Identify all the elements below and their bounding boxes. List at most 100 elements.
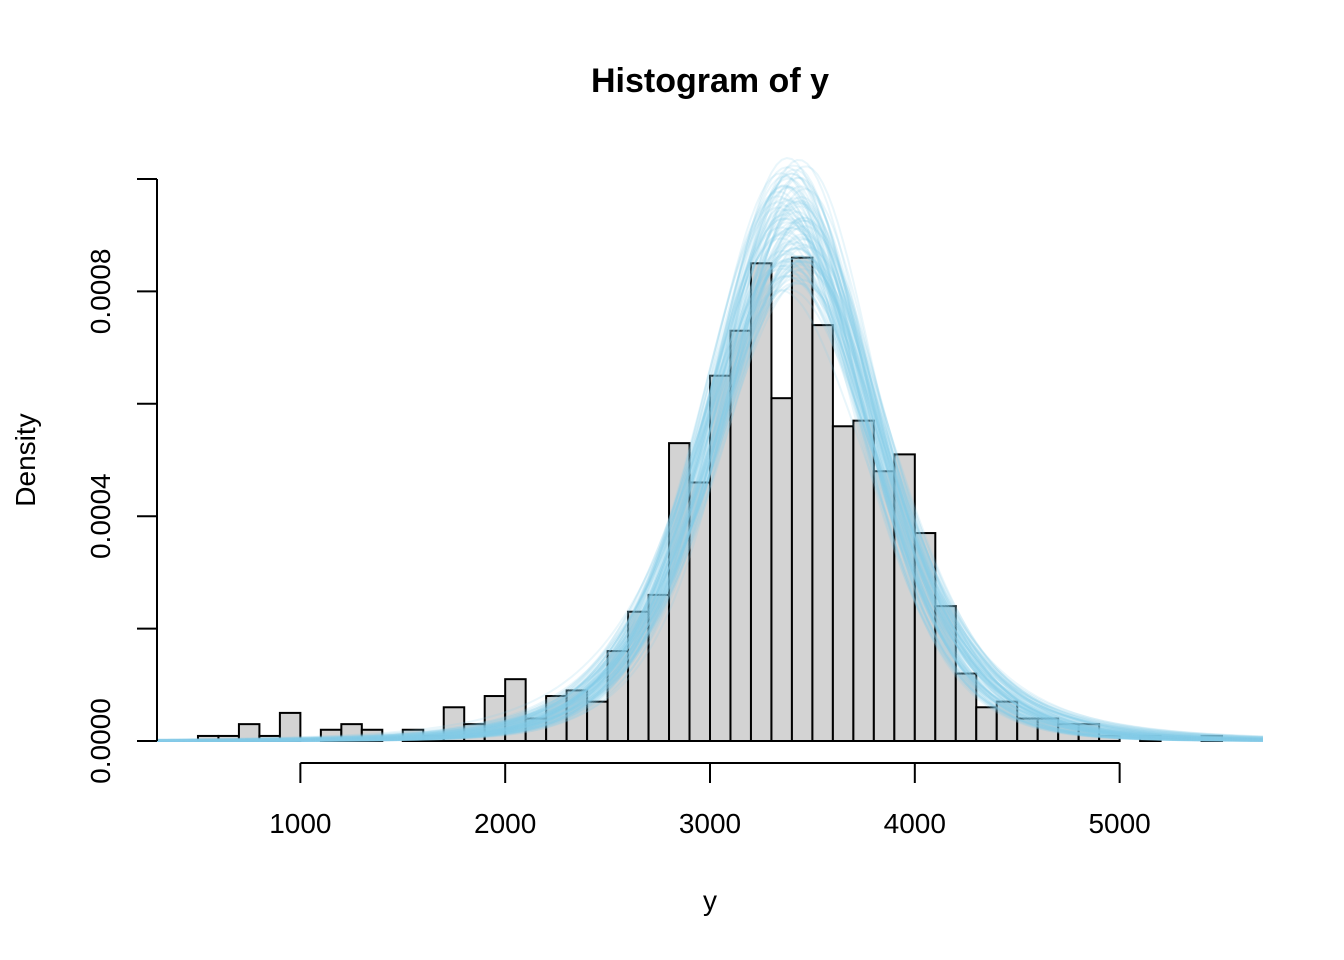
histogram-bar [1139, 734, 1162, 743]
density-curve [157, 177, 1263, 742]
density-curve [157, 212, 1263, 742]
density-curve [157, 276, 1264, 742]
density-curve [156, 267, 1263, 742]
density-curve [157, 165, 1264, 742]
density-curve [157, 267, 1264, 742]
density-curve [157, 259, 1264, 742]
density-curve [157, 247, 1264, 742]
x-tick-label: 2000 [474, 808, 536, 839]
density-curve [157, 218, 1263, 742]
histogram-bar [770, 397, 793, 742]
density-curve [157, 259, 1264, 741]
density-curve [157, 217, 1263, 742]
x-tick-label: 5000 [1088, 808, 1150, 839]
density-curve [157, 184, 1263, 742]
density-curve [157, 200, 1263, 742]
histogram-bars [196, 256, 1224, 743]
density-curve [157, 227, 1264, 742]
density-curve [157, 208, 1263, 742]
density-curve [157, 269, 1264, 741]
histogram-bar [790, 256, 814, 742]
density-curve [157, 176, 1264, 742]
density-curve [157, 263, 1264, 742]
density-curve [157, 255, 1264, 742]
histogram-bar [975, 706, 998, 743]
density-curve [157, 261, 1264, 742]
density-curve [157, 264, 1264, 742]
y-tick-label: 0.0004 [85, 473, 116, 559]
density-curve [156, 206, 1264, 742]
density-curve [157, 273, 1264, 742]
x-tick-label: 3000 [679, 808, 741, 839]
histogram-bar [811, 324, 834, 742]
density-curve [157, 260, 1264, 742]
density-curve [157, 201, 1264, 742]
density-curve [157, 233, 1264, 742]
density-curve [157, 221, 1264, 742]
density-curve [157, 278, 1264, 741]
y-tick-label: 0.0000 [85, 698, 116, 784]
density-curve [157, 246, 1263, 742]
density-curve [157, 219, 1264, 742]
histogram-bar [1077, 723, 1101, 743]
density-curve [157, 217, 1264, 742]
histogram-bar [504, 678, 527, 742]
density-curve [157, 221, 1264, 742]
density-curve [157, 197, 1264, 742]
density-curve [157, 204, 1263, 742]
density-curve [157, 247, 1264, 742]
histogram-bar [278, 711, 302, 743]
density-curve [157, 227, 1263, 742]
density-curve [157, 202, 1263, 742]
density-curve [156, 274, 1263, 742]
density-curve [157, 233, 1264, 742]
density-curve [157, 168, 1263, 742]
density-curve [157, 226, 1264, 742]
density-curve [157, 219, 1264, 742]
density-curve [157, 275, 1264, 742]
density-curve [156, 195, 1264, 742]
density-curve [157, 164, 1263, 742]
density-curve [156, 224, 1264, 742]
density-curve [157, 249, 1264, 742]
density-curve [156, 185, 1264, 742]
density-curve [157, 166, 1263, 742]
density-curve [157, 281, 1264, 742]
density-curve [157, 199, 1264, 742]
density-curve [156, 240, 1263, 742]
density-curve [157, 197, 1263, 742]
density-curve [157, 237, 1264, 742]
density-curve [157, 231, 1263, 742]
density-curve [157, 188, 1263, 742]
x-axis-label: y [703, 885, 717, 916]
density-curve [157, 205, 1264, 742]
density-curve [157, 184, 1263, 742]
density-curve [157, 238, 1264, 741]
density-curve [157, 185, 1263, 742]
histogram-bar [360, 728, 384, 743]
density-curve [157, 235, 1264, 741]
density-curve [157, 201, 1263, 742]
density-curve [157, 254, 1264, 742]
x-tick-label: 1000 [269, 808, 331, 839]
density-curve [157, 241, 1264, 742]
density-curve [157, 210, 1264, 742]
y-axis-label: Density [10, 413, 41, 506]
density-curve [157, 176, 1264, 742]
histogram-bar [1200, 734, 1224, 743]
histogram-bar [237, 723, 261, 743]
density-curve [157, 237, 1264, 742]
density-curve [157, 243, 1264, 742]
density-curve [156, 242, 1263, 742]
density-curve [157, 225, 1264, 742]
density-curve [157, 282, 1264, 742]
density-curve [157, 195, 1263, 742]
density-curve [157, 226, 1264, 742]
x-tick-label: 4000 [884, 808, 946, 839]
density-curve [157, 252, 1264, 742]
y-tick-label: 0.0008 [85, 249, 116, 335]
density-curve [157, 208, 1263, 742]
density-curve [157, 288, 1264, 742]
density-curve [157, 218, 1264, 742]
